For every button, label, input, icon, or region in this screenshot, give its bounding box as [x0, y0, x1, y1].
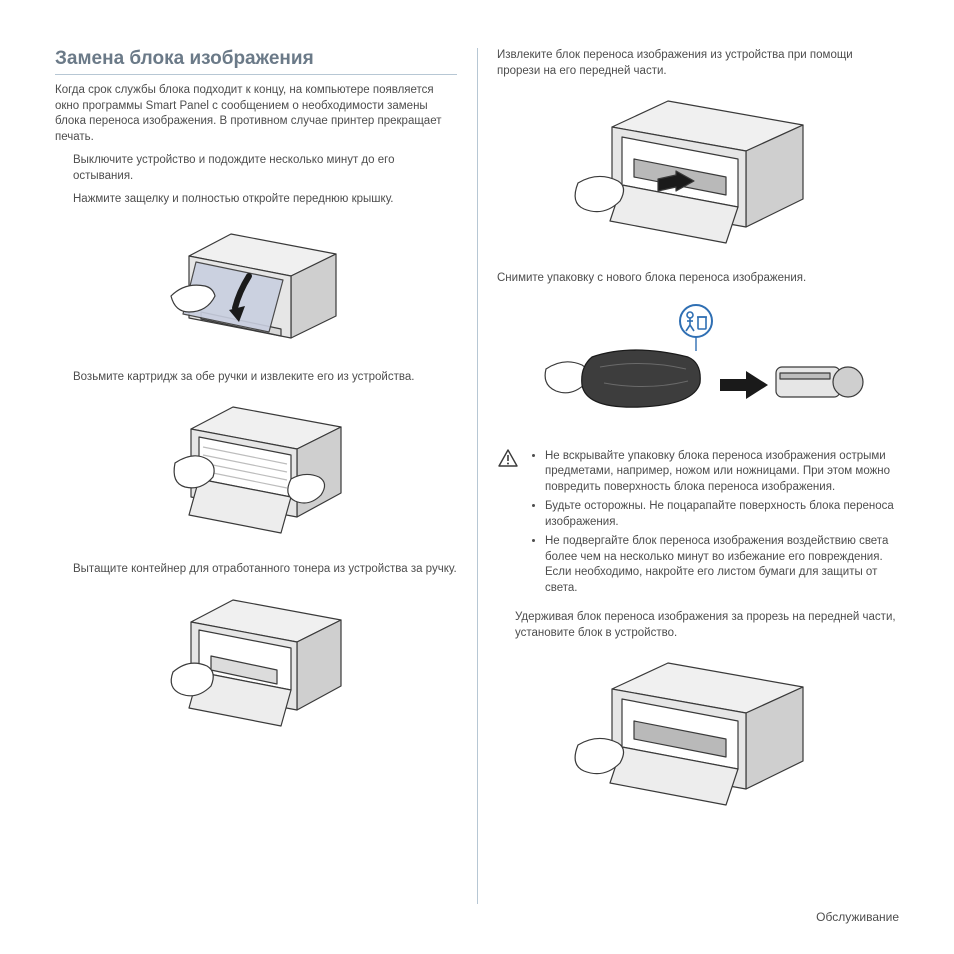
warning-item: Не подвергайте блок переноса изображения…	[545, 534, 899, 596]
step-3: Возьмите картридж за обе ручки и извлеки…	[73, 370, 457, 386]
step-2: Нажмите защелку и полностью откройте пер…	[73, 192, 457, 208]
footer-label: Обслуживание	[816, 910, 899, 924]
step-1: Выключите устройство и подождите несколь…	[73, 153, 457, 184]
figure-remove-cartridge	[55, 393, 457, 548]
warning-item: Будьте осторожны. Не поцарапайте поверхн…	[545, 499, 899, 530]
figure-open-cover	[55, 216, 457, 356]
step-7: Удерживая блок переноса изображения за п…	[515, 610, 899, 641]
footer: Обслуживание	[55, 904, 899, 924]
right-column: Извлеките блок переноса изображения из у…	[492, 48, 899, 904]
warning-list: Не вскрывайте упаковку блока переноса из…	[529, 449, 899, 601]
step-4: Вытащите контейнер для отработанного тон…	[73, 562, 457, 578]
figure-remove-image-unit	[497, 87, 899, 257]
warning-item: Не вскрывайте упаковку блока переноса из…	[545, 449, 899, 496]
figure-unpack-new-unit	[497, 295, 899, 435]
columns: Замена блока изображения Когда срок служ…	[55, 48, 899, 904]
figure-insert-image-unit	[497, 649, 899, 819]
figure-waste-toner	[55, 586, 457, 741]
section-title: Замена блока изображения	[55, 48, 457, 75]
warning-icon	[497, 449, 519, 601]
step-5: Извлеките блок переноса изображения из у…	[497, 48, 899, 79]
page: Замена блока изображения Когда срок служ…	[0, 0, 954, 954]
step-6: Снимите упаковку с нового блока переноса…	[497, 271, 899, 287]
intro-text: Когда срок службы блока подходит к концу…	[55, 83, 457, 145]
warning-block: Не вскрывайте упаковку блока переноса из…	[497, 449, 899, 601]
left-column: Замена блока изображения Когда срок служ…	[55, 48, 462, 904]
